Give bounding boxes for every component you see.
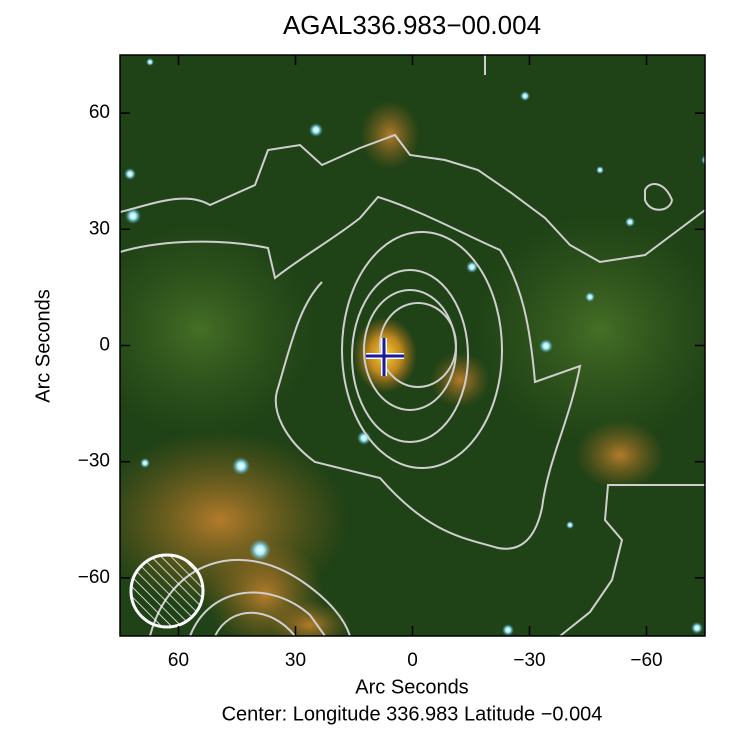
chart-title: AGAL336.983−00.004 bbox=[283, 10, 541, 40]
y-tick-label: −30 bbox=[78, 451, 110, 472]
x-tick-label: 60 bbox=[168, 650, 189, 671]
x-tick-label: 30 bbox=[285, 650, 306, 671]
x-tick-label: −30 bbox=[513, 650, 545, 671]
y-tick-label: 0 bbox=[99, 335, 110, 356]
image bbox=[120, 55, 705, 636]
y-tick-label: 60 bbox=[89, 102, 110, 123]
stars bbox=[124, 58, 705, 636]
contours bbox=[120, 55, 705, 636]
y-tick-label: −60 bbox=[78, 567, 110, 588]
beam bbox=[129, 553, 205, 629]
caption: Center: Longitude 336.983 Latitude −0.00… bbox=[222, 703, 603, 725]
x-axis-label: Arc Seconds bbox=[355, 676, 468, 698]
source-marker bbox=[366, 338, 404, 376]
x-tick-label: −60 bbox=[630, 650, 662, 671]
x-tick-label: 0 bbox=[407, 650, 418, 671]
y-tick-label: 30 bbox=[89, 218, 110, 239]
y-axis-label: Arc Seconds bbox=[32, 289, 54, 402]
